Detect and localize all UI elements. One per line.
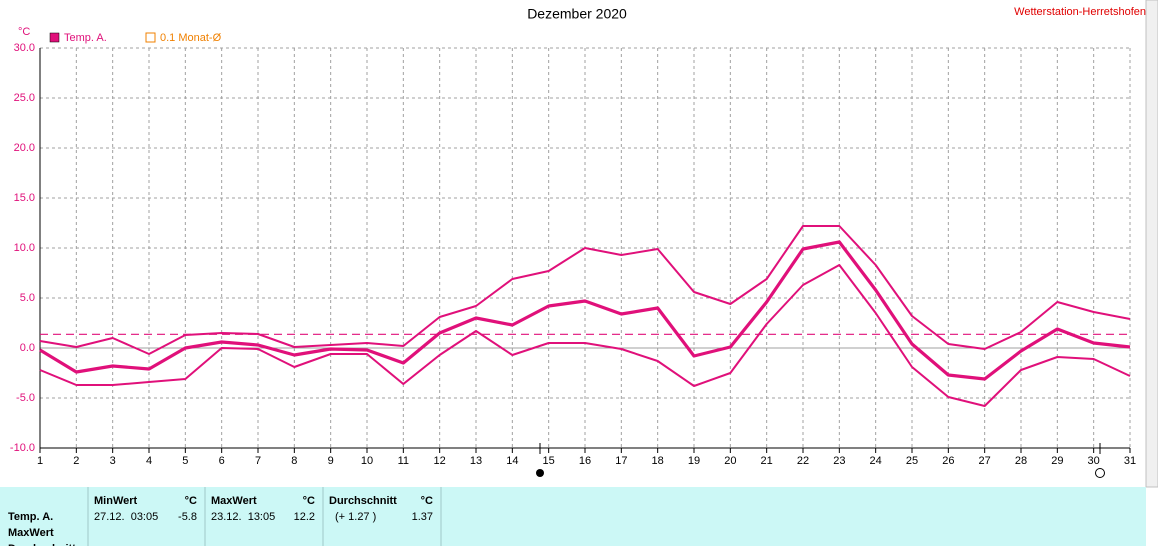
y-tick-label: 5.0 xyxy=(20,292,35,304)
x-tick-label: 12 xyxy=(434,455,446,467)
moon-full xyxy=(1095,468,1105,478)
x-tick-label: 2 xyxy=(73,455,79,467)
x-tick-label: 18 xyxy=(652,455,664,467)
x-tick-label: 31 xyxy=(1124,455,1136,467)
column-unit: °C xyxy=(185,495,197,507)
legend-swatch xyxy=(49,32,60,43)
chart-title: Dezember 2020 xyxy=(527,6,627,22)
y-tick-label: 20.0 xyxy=(14,142,35,154)
column-unit: °C xyxy=(421,495,433,507)
x-tick-label: 26 xyxy=(942,455,954,467)
x-tick-label: 10 xyxy=(361,455,373,467)
cell-time: 27.12. 03:05 xyxy=(94,511,158,523)
x-tick-label: 6 xyxy=(219,455,225,467)
y-tick-label: -10.0 xyxy=(10,442,35,454)
moon-new xyxy=(536,469,544,477)
x-tick-label: 8 xyxy=(291,455,297,467)
x-tick-label: 11 xyxy=(398,455,409,467)
y-tick-label: 15.0 xyxy=(14,192,35,204)
legend: Temp. A. 0.1 Monat-Ø xyxy=(49,32,222,44)
x-tick-label: 9 xyxy=(328,455,334,467)
column-unit: °C xyxy=(303,495,315,507)
y-tick-label: 25.0 xyxy=(14,92,35,104)
y-tick-label: 10.0 xyxy=(14,242,35,254)
legend-label: Temp. A. xyxy=(64,32,107,44)
x-tick-label: 4 xyxy=(146,455,152,467)
y-tick-label: 0.0 xyxy=(20,342,35,354)
x-tick-label: 30 xyxy=(1088,455,1100,467)
legend-label: 0.1 Monat-Ø xyxy=(160,32,222,44)
x-tick-label: 3 xyxy=(110,455,116,467)
x-tick-label: 22 xyxy=(797,455,809,467)
y-tick-label: 30.0 xyxy=(14,42,35,54)
cell-value: 1.37 xyxy=(412,511,433,523)
x-tick-label: 29 xyxy=(1051,455,1063,467)
cell-time: (+ 1.27 ) xyxy=(335,511,376,523)
x-tick-label: 7 xyxy=(255,455,261,467)
column-title: MaxWert xyxy=(211,495,257,507)
x-tick-label: 20 xyxy=(724,455,736,467)
column-title: MinWert xyxy=(94,495,138,507)
station-name: Wetterstation-Herretshofen xyxy=(1014,6,1146,18)
x-tick-label: 19 xyxy=(688,455,700,467)
cell-time: 23.12. 13:05 xyxy=(211,511,275,523)
stats-table: Temp. A. MaxWert Durchschnitt MinWert °C 27.1… xyxy=(8,487,442,546)
x-tick-label: 15 xyxy=(543,455,555,467)
x-tick-label: 21 xyxy=(761,455,773,467)
y-tick-label: -5.0 xyxy=(16,392,35,404)
min-line xyxy=(39,264,1131,407)
x-tick-label: 23 xyxy=(833,455,845,467)
x-tick-label: 28 xyxy=(1015,455,1027,467)
row-label: Temp. A. xyxy=(8,511,53,523)
x-tick-label: 13 xyxy=(470,455,482,467)
x-tick-label: 25 xyxy=(906,455,918,467)
scrollbar xyxy=(1145,0,1158,488)
column-title: Durchschnitt xyxy=(329,495,397,507)
x-tick-label: 27 xyxy=(979,455,991,467)
plot: -10.0-5.00.05.010.015.020.025.030.01 2 3 4 5… xyxy=(10,42,1136,467)
cell-value: -5.8 xyxy=(178,511,197,523)
x-tick-label: 24 xyxy=(870,455,882,467)
row-label: MaxWert xyxy=(8,527,54,539)
table-background xyxy=(0,487,1146,546)
max-line xyxy=(39,225,1131,355)
mean-line xyxy=(39,240,1131,381)
x-tick-label: 5 xyxy=(182,455,188,467)
x-tick-label: 16 xyxy=(579,455,591,467)
cell-value: 12.2 xyxy=(294,511,315,523)
y-axis-unit: °C xyxy=(18,26,30,38)
x-tick-label: 14 xyxy=(506,455,518,467)
x-tick-label: 17 xyxy=(615,455,627,467)
row-label: Durchschnitt xyxy=(8,543,76,546)
x-tick-label: 1 xyxy=(37,455,43,467)
legend-swatch xyxy=(145,32,156,43)
